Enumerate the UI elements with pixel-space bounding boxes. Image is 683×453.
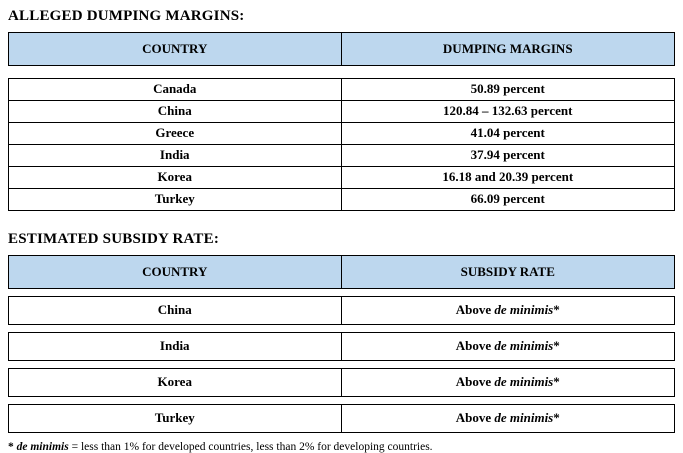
value-term: de minimis: [494, 410, 554, 425]
value-prefix: Above: [455, 374, 495, 389]
dumping-table-header-row: COUNTRY DUMPING MARGINS: [8, 32, 675, 66]
value-suffix: *: [553, 374, 560, 389]
table-row: Korea 16.18 and 20.39 percent: [9, 167, 674, 189]
table-row: China 120.84 – 132.63 percent: [9, 101, 674, 123]
footnote-star: *: [8, 441, 17, 453]
value-term: de minimis: [494, 302, 554, 317]
subsidy-header-rate: SUBSIDY RATE: [460, 264, 555, 279]
footnote-lead: * de minimis: [8, 441, 69, 453]
subsidy-section-title: ESTIMATED SUBSIDY RATE:: [8, 231, 220, 247]
value-suffix: *: [553, 338, 560, 353]
value-term: de minimis: [494, 338, 554, 353]
value-cell: 120.84 – 132.63 percent: [443, 103, 573, 118]
country-cell: China: [9, 297, 342, 324]
value-cell: Above de minimis*: [342, 333, 675, 360]
country-cell: China: [9, 101, 342, 122]
value-cell: Above de minimis*: [342, 369, 675, 396]
value-term: de minimis: [494, 374, 554, 389]
value-cell: Above de minimis*: [342, 405, 675, 432]
dumping-table-body: Canada 50.89 percent China 120.84 – 132.…: [8, 78, 675, 211]
country-cell: India: [9, 333, 342, 360]
table-row: Canada 50.89 percent: [9, 79, 674, 101]
section-spacer: [8, 211, 675, 229]
table-row: India 37.94 percent: [9, 145, 674, 167]
table-row: Korea Above de minimis*: [8, 368, 675, 397]
table-row: Greece 41.04 percent: [9, 123, 674, 145]
value-cell: Above de minimis*: [342, 297, 675, 324]
subsidy-table: COUNTRY SUBSIDY RATE China Above de mini…: [8, 255, 675, 433]
country-cell: India: [9, 145, 342, 166]
table-row: China Above de minimis*: [8, 296, 675, 325]
dumping-header-margins: DUMPING MARGINS: [442, 41, 573, 56]
table-row: Turkey Above de minimis*: [8, 404, 675, 433]
subsidy-header-country: COUNTRY: [9, 256, 342, 288]
value-cell: 50.89 percent: [470, 81, 545, 96]
value-prefix: Above: [455, 410, 495, 425]
country-cell: Turkey: [9, 189, 342, 210]
value-cell: 66.09 percent: [470, 191, 545, 206]
country-cell: Korea: [9, 167, 342, 188]
value-cell: 41.04 percent: [470, 125, 545, 140]
table-row: India Above de minimis*: [8, 332, 675, 361]
value-suffix: *: [553, 302, 560, 317]
footnote-text: = less than 1% for developed countries, …: [68, 441, 433, 453]
footnote: * de minimis = less than 1% for develope…: [8, 441, 675, 453]
value-cell: 16.18 and 20.39 percent: [442, 169, 574, 184]
table-row: Turkey 66.09 percent: [9, 189, 674, 210]
country-cell: Greece: [9, 123, 342, 144]
subsidy-table-header-row: COUNTRY SUBSIDY RATE: [8, 255, 675, 289]
footnote-term: de minimis: [16, 441, 69, 453]
country-cell: Canada: [9, 79, 342, 100]
dumping-table: COUNTRY DUMPING MARGINS Canada 50.89 per…: [8, 32, 675, 211]
value-cell: 37.94 percent: [470, 147, 545, 162]
value-prefix: Above: [455, 302, 495, 317]
country-cell: Korea: [9, 369, 342, 396]
value-prefix: Above: [455, 338, 495, 353]
dumping-section-title: ALLEGED DUMPING MARGINS:: [8, 8, 245, 24]
dumping-header-country: COUNTRY: [9, 33, 342, 65]
value-suffix: *: [553, 410, 560, 425]
country-cell: Turkey: [9, 405, 342, 432]
